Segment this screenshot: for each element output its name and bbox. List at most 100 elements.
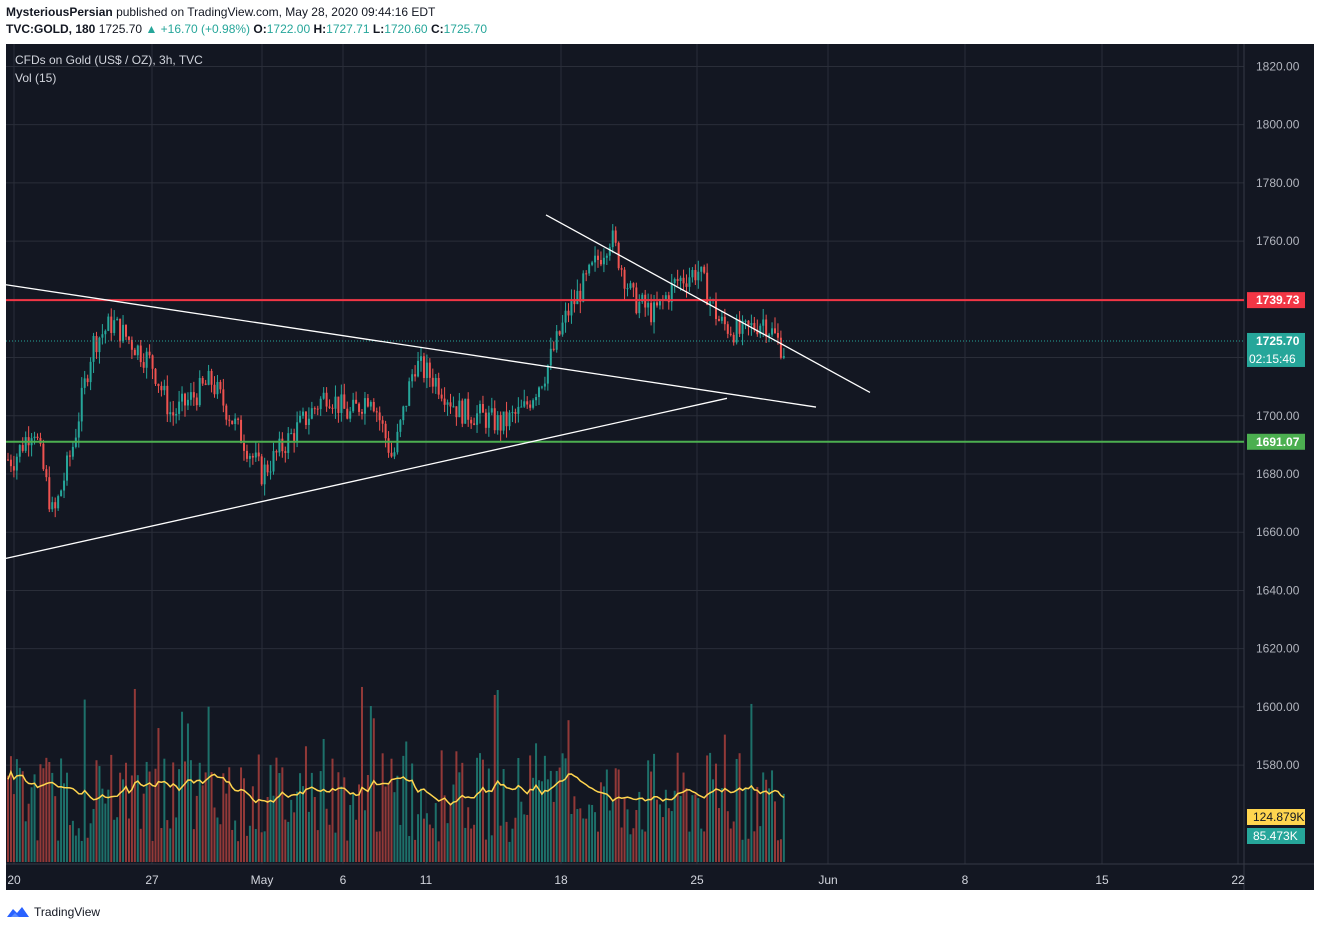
candle-body <box>33 436 36 439</box>
volume-bar <box>782 793 785 862</box>
candle-body <box>361 411 363 414</box>
candle-body <box>225 405 228 420</box>
x-tick-label: 18 <box>554 873 568 887</box>
volume-bar <box>579 808 582 862</box>
candle-body <box>254 452 257 458</box>
candle-body <box>316 408 319 410</box>
candle-body <box>278 438 281 453</box>
volume-bar <box>617 769 620 862</box>
candle-body <box>125 324 127 337</box>
volume-bar <box>735 758 738 862</box>
volume-bar <box>759 826 762 862</box>
x-tick-label: Jun <box>818 873 837 887</box>
candle-body <box>717 319 720 321</box>
volume-bar <box>561 753 564 862</box>
volume-bar <box>366 775 369 862</box>
volume-bar <box>779 839 782 862</box>
volume-bar <box>679 795 682 862</box>
candle-body <box>154 368 157 384</box>
low-label: L: <box>372 22 385 36</box>
volume-value-label: 85.473K <box>1253 829 1298 843</box>
candle-body <box>240 419 243 443</box>
price-level-label: 1739.73 <box>1256 293 1300 307</box>
candle-body <box>641 294 644 302</box>
candle-body <box>248 455 251 459</box>
candle-body <box>86 378 89 383</box>
volume-bar <box>387 783 390 862</box>
volume-bar <box>523 814 526 862</box>
candle-body <box>92 336 95 362</box>
candle-body <box>331 407 334 409</box>
candle-body <box>198 377 201 406</box>
publisher-name[interactable]: MysteriousPersian <box>6 5 113 19</box>
volume-bar <box>234 820 237 862</box>
volume-bar <box>30 787 33 862</box>
volume-bar <box>717 808 720 862</box>
volume-bar <box>564 758 567 862</box>
candle-body <box>558 331 561 335</box>
volume-bar <box>243 778 245 862</box>
volume-bar <box>7 775 9 862</box>
candle-body <box>18 445 21 457</box>
volume-bar <box>558 767 561 862</box>
volume-bar <box>467 807 470 862</box>
volume-bar <box>599 782 602 862</box>
volume-bar <box>393 792 396 862</box>
candle-body <box>650 302 653 323</box>
candle-body <box>57 496 60 509</box>
candle-body <box>234 418 237 425</box>
volume-bar <box>585 818 588 862</box>
candle-body <box>296 422 299 442</box>
volume-bar <box>776 840 779 862</box>
volume-bar <box>74 835 77 862</box>
chart-area[interactable] <box>6 44 1314 890</box>
volume-bar <box>343 777 346 862</box>
candle-body <box>319 398 322 410</box>
volume-bar <box>449 804 452 862</box>
volume-bar <box>104 803 107 862</box>
open-label: O: <box>253 22 267 36</box>
candle-body <box>632 283 635 288</box>
volume-bar <box>127 818 130 862</box>
candle-body <box>431 377 434 387</box>
volume-bar <box>337 772 340 862</box>
volume-bar <box>151 840 154 862</box>
candle-body <box>644 294 647 308</box>
volume-bar <box>384 786 387 862</box>
candle-body <box>776 332 779 338</box>
candle-body <box>210 370 213 385</box>
volume-bar <box>145 761 148 862</box>
candle-body <box>594 255 597 263</box>
volume-bar <box>703 831 706 862</box>
candle-body <box>567 310 570 316</box>
candle-body <box>629 283 632 289</box>
price-level-label: 1691.07 <box>1256 435 1300 449</box>
candle-body <box>243 442 245 451</box>
volume-bar <box>39 764 42 862</box>
candle-body <box>101 334 104 338</box>
volume-bar <box>484 839 487 862</box>
candle-body <box>169 412 172 415</box>
candle-body <box>443 398 446 405</box>
candle-body <box>576 290 579 305</box>
candle-body <box>523 401 526 407</box>
volume-bar <box>175 817 178 862</box>
volume-bar <box>726 811 729 862</box>
y-tick-label: 1680.00 <box>1256 467 1300 481</box>
volume-bar <box>95 760 98 862</box>
volume-bar <box>86 837 89 862</box>
candle-body <box>517 406 520 414</box>
candle-body <box>369 401 372 407</box>
volume-bar <box>667 808 670 862</box>
y-tick-label: 1660.00 <box>1256 525 1300 539</box>
publish-info: MysteriousPersian published on TradingVi… <box>6 5 435 19</box>
volume-bar <box>635 810 638 862</box>
candle-body <box>15 456 18 471</box>
candle-body <box>599 259 602 265</box>
candle-body <box>585 273 588 275</box>
volume-value-badge <box>1247 809 1305 825</box>
candle-body <box>658 299 661 306</box>
volume-bar <box>476 757 479 862</box>
tradingview-footer[interactable]: TradingView <box>6 902 100 922</box>
